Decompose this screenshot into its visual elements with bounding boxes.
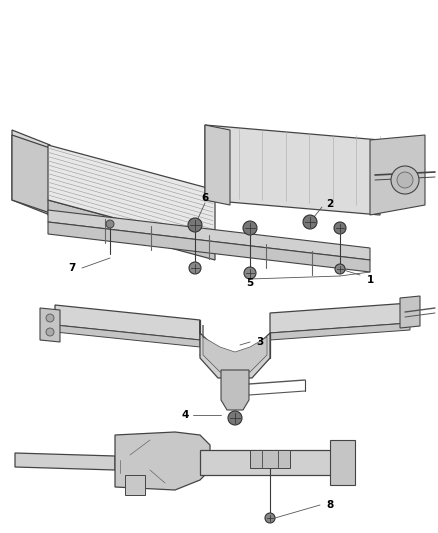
- Text: 7: 7: [68, 263, 76, 273]
- Circle shape: [46, 328, 54, 336]
- Polygon shape: [250, 450, 290, 468]
- Polygon shape: [200, 450, 340, 475]
- Circle shape: [189, 262, 201, 274]
- Polygon shape: [12, 135, 50, 213]
- Polygon shape: [115, 432, 210, 490]
- Polygon shape: [48, 210, 370, 260]
- Polygon shape: [330, 440, 355, 485]
- Circle shape: [334, 222, 346, 234]
- Text: 5: 5: [246, 278, 254, 288]
- Text: 4: 4: [181, 410, 189, 420]
- Polygon shape: [221, 370, 249, 410]
- Polygon shape: [205, 125, 380, 215]
- Circle shape: [397, 172, 413, 188]
- Circle shape: [335, 264, 345, 274]
- Text: 2: 2: [326, 199, 334, 209]
- Polygon shape: [12, 130, 50, 215]
- Polygon shape: [125, 475, 145, 495]
- Circle shape: [228, 411, 242, 425]
- Polygon shape: [203, 325, 267, 372]
- Circle shape: [243, 221, 257, 235]
- Polygon shape: [15, 453, 115, 470]
- Polygon shape: [55, 325, 200, 347]
- Polygon shape: [40, 308, 60, 342]
- Circle shape: [391, 166, 419, 194]
- Polygon shape: [48, 200, 215, 260]
- Polygon shape: [200, 320, 270, 378]
- Circle shape: [303, 215, 317, 229]
- Circle shape: [188, 218, 202, 232]
- Polygon shape: [205, 125, 230, 205]
- Polygon shape: [270, 303, 410, 333]
- Polygon shape: [48, 222, 370, 272]
- Polygon shape: [270, 323, 410, 340]
- Polygon shape: [370, 135, 425, 215]
- Text: 1: 1: [366, 275, 374, 285]
- Text: 8: 8: [326, 500, 334, 510]
- Polygon shape: [400, 296, 420, 328]
- Circle shape: [106, 220, 114, 228]
- Text: 6: 6: [201, 193, 208, 203]
- Polygon shape: [48, 145, 215, 245]
- Circle shape: [46, 314, 54, 322]
- Circle shape: [265, 513, 275, 523]
- Circle shape: [244, 267, 256, 279]
- Polygon shape: [55, 305, 200, 340]
- Text: 3: 3: [256, 337, 264, 347]
